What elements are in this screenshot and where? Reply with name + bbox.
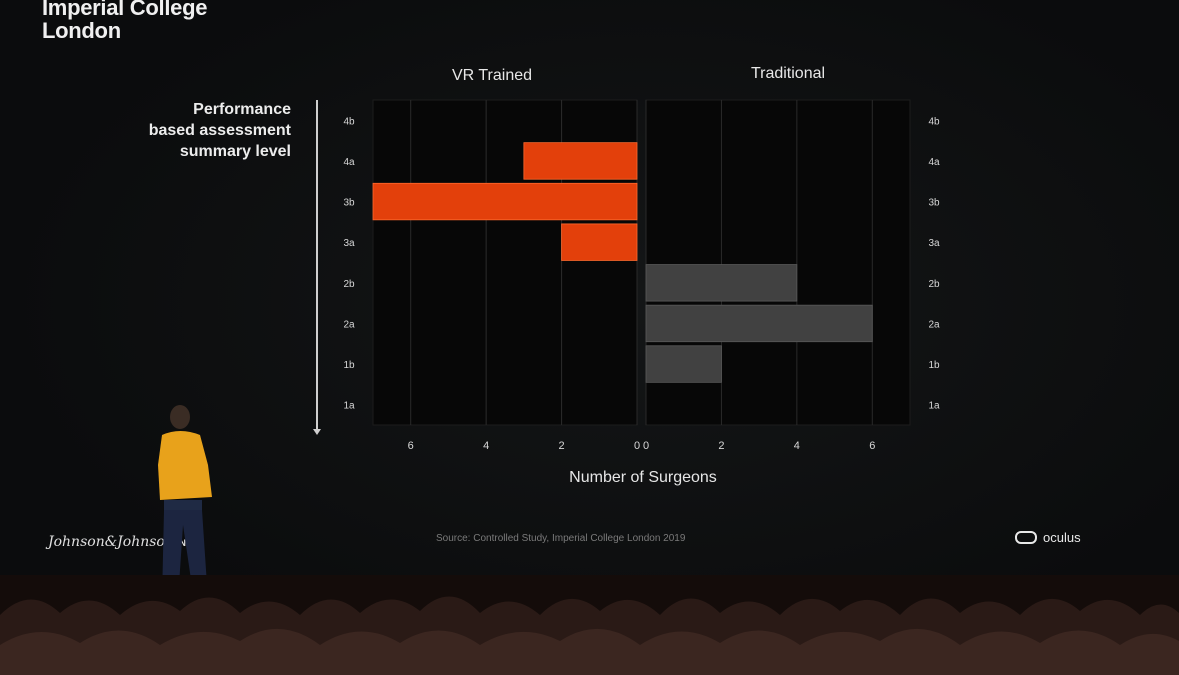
category-label: 2b (343, 279, 355, 290)
oculus-logo-text: oculus (1043, 530, 1081, 545)
category-label: 2b (928, 279, 940, 290)
oculus-ring-icon (1015, 531, 1037, 544)
bar-traditional-1b (645, 345, 722, 383)
category-label: 4a (343, 157, 355, 168)
tick-label: 0 (634, 440, 640, 452)
tick-label: 6 (869, 440, 875, 452)
category-label: 3a (928, 238, 940, 249)
axis-description-line1: Performance (193, 101, 291, 118)
category-label: 4b (343, 116, 355, 127)
panel-title: VR Trained (452, 67, 532, 84)
jj-logo-suffix: INS (176, 538, 192, 548)
oculus-logo: oculus (1015, 530, 1081, 545)
category-label: 4b (928, 116, 940, 127)
category-label: 1b (343, 360, 355, 371)
source-note: Source: Controlled Study, Imperial Colle… (436, 533, 686, 544)
brand-line2: London (42, 18, 121, 43)
tick-label: 0 (643, 440, 649, 452)
bar-vr-trained-3b (372, 182, 638, 221)
audience-silhouette (0, 575, 1179, 675)
jj-logo-text: Johnson&Johnson (48, 534, 174, 550)
brand-logo: Imperial College London (42, 0, 207, 42)
down-arrow-icon (313, 100, 321, 435)
axis-description-line3: summary level (179, 143, 291, 160)
bar-traditional-2a (645, 304, 873, 343)
x-axis-label: Number of Surgeons (569, 469, 717, 486)
category-label: 4a (928, 157, 940, 168)
category-label: 3b (928, 198, 940, 209)
tick-label: 4 (483, 440, 489, 452)
tick-label: 2 (718, 440, 724, 452)
bar-vr-trained-4a (523, 142, 638, 180)
brand-line1: Imperial College (42, 0, 208, 20)
category-label: 3b (343, 198, 355, 209)
tick-label: 4 (794, 440, 800, 452)
panel-title: Traditional (751, 65, 825, 82)
category-label: 1a (343, 401, 355, 412)
category-label: 2a (928, 319, 940, 330)
jj-logo: Johnson&Johnson INS (48, 534, 192, 550)
tick-label: 2 (559, 440, 565, 452)
bar-traditional-2b (645, 264, 798, 302)
tick-label: 6 (408, 440, 414, 452)
category-label: 3a (343, 238, 355, 249)
axis-description: Performance based assessment summary lev… (149, 99, 291, 162)
category-label: 2a (343, 319, 355, 330)
bar-vr-trained-3a (561, 223, 638, 261)
category-label: 1b (928, 360, 940, 371)
axis-description-line2: based assessment (148, 122, 291, 139)
category-label: 1a (928, 401, 940, 412)
